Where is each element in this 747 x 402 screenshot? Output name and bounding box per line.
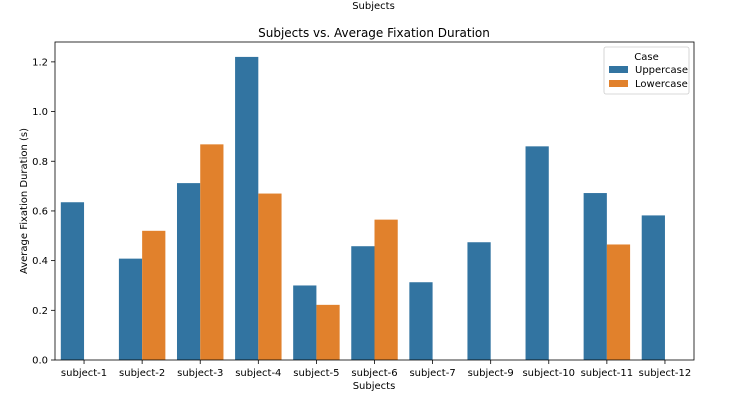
- x-tick-label: subject-10: [522, 368, 575, 379]
- bar-lowercase-subject-11: [606, 244, 631, 360]
- legend-label-uppercase: Uppercase: [635, 65, 688, 76]
- y-tick-label: 0.4: [32, 256, 48, 267]
- x-tick-label: subject-3: [177, 368, 223, 379]
- bar-uppercase-subject-1: [60, 202, 85, 360]
- bar-lowercase-subject-2: [142, 230, 166, 360]
- legend-swatch-uppercase: [609, 66, 628, 73]
- page-header: Subjects: [352, 1, 395, 12]
- x-tick-label: subject-6: [351, 368, 397, 379]
- y-axis-label: Average Fixation Duration (s): [19, 128, 30, 274]
- y-tick-label: 1.0: [32, 107, 48, 118]
- chart-title: Subjects vs. Average Fixation Duration: [258, 26, 490, 40]
- y-tick-label: 0.6: [32, 206, 48, 217]
- legend: Case Uppercase Lowercase: [603, 46, 690, 95]
- bar-uppercase-subject-6: [351, 246, 375, 360]
- bar-uppercase-subject-3: [176, 183, 201, 360]
- x-axis-label: Subjects: [353, 381, 396, 392]
- x-tick-label: subject-9: [468, 368, 514, 379]
- legend-label-lowercase: Lowercase: [635, 79, 688, 90]
- x-tick-label: subject-11: [581, 368, 634, 379]
- legend-swatch-lowercase: [609, 80, 628, 87]
- x-tick-label: subject-5: [293, 368, 339, 379]
- x-tick-label: subject-7: [409, 368, 455, 379]
- y-tick-label: 1.2: [32, 57, 48, 68]
- legend-title: Case: [634, 52, 658, 63]
- bar-uppercase-subject-11: [583, 193, 607, 360]
- x-tick-label: subject-1: [61, 368, 107, 379]
- x-tick-label: subject-4: [235, 368, 281, 379]
- y-tick-label: 0.2: [32, 306, 48, 317]
- bar-lowercase-subject-3: [200, 144, 224, 360]
- bar-lowercase-subject-4: [258, 193, 282, 360]
- bar-uppercase-subject-7: [409, 282, 433, 360]
- bar-uppercase-subject-4: [235, 56, 259, 360]
- x-tick-label: subject-2: [119, 368, 165, 379]
- bar-lowercase-subject-5: [316, 304, 340, 360]
- bar-lowercase-subject-6: [374, 219, 398, 360]
- bar-uppercase-subject-9: [467, 242, 491, 360]
- x-tick-label: subject-12: [639, 368, 692, 379]
- y-tick-label: 0.0: [32, 356, 48, 367]
- y-tick-label: 0.8: [32, 157, 48, 168]
- bar-uppercase-subject-5: [293, 285, 317, 360]
- bar-uppercase-subject-10: [525, 146, 549, 360]
- plot-area: 0.0 0.2 0.4 0.6 0.8 1.0 1.2 subject-1 subject-2 s…: [32, 41, 695, 379]
- bar-uppercase-subject-2: [118, 258, 143, 360]
- bar-uppercase-subject-12: [641, 215, 665, 360]
